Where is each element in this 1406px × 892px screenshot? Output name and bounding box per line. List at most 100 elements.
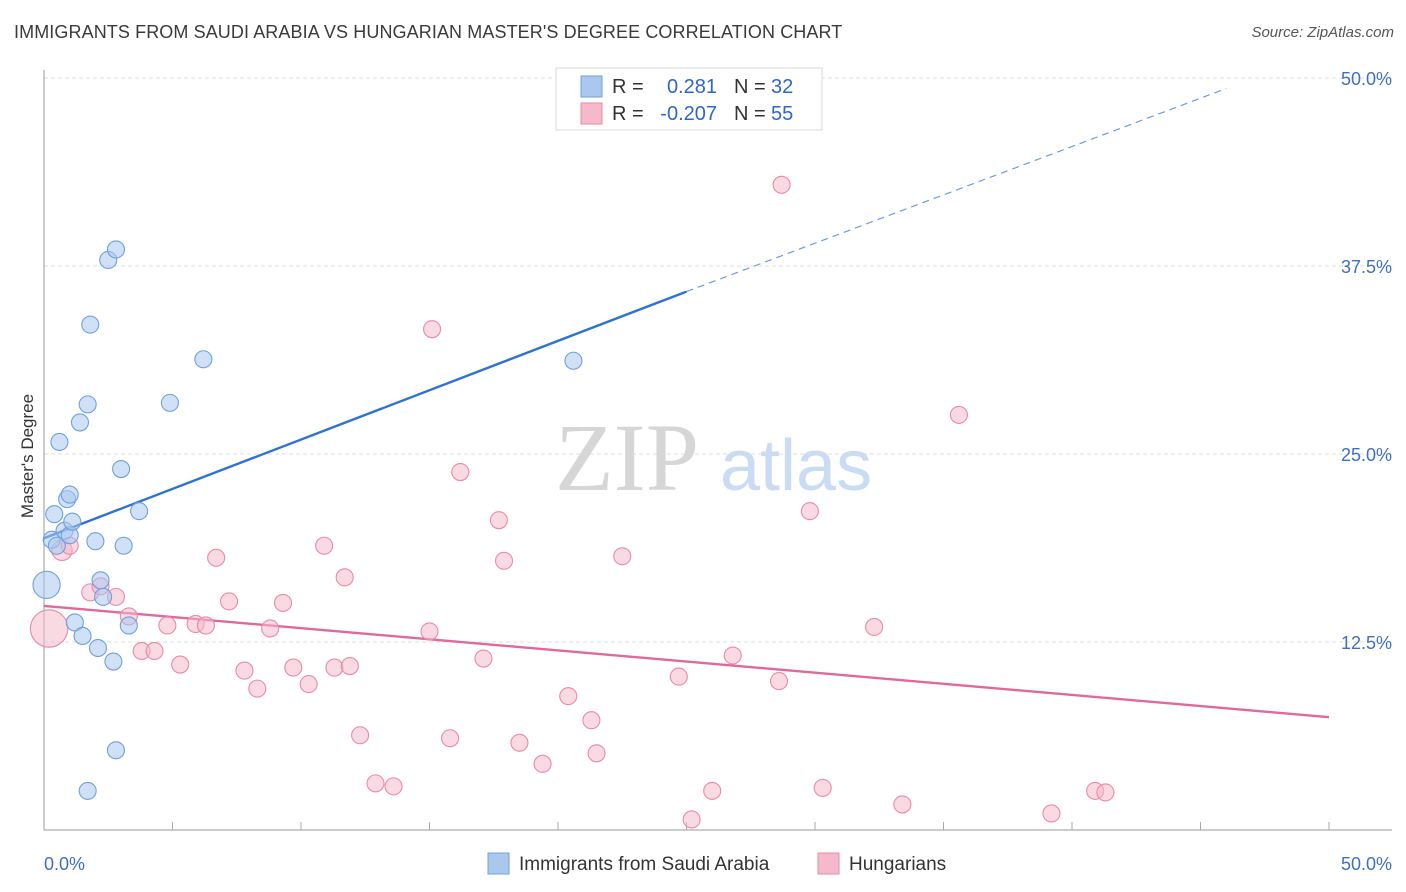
- point-saudi-arabia: [194, 350, 213, 369]
- point-hungarians: [315, 536, 334, 555]
- point-hungarians: [351, 726, 370, 745]
- point-saudi-arabia: [63, 512, 82, 531]
- y-tick-label: 37.5%: [1341, 257, 1392, 277]
- point-hungarians: [299, 675, 318, 694]
- chart-source: Source: ZipAtlas.com: [1251, 24, 1394, 41]
- legend-n-value-2: 55: [771, 103, 793, 125]
- point-saudi-arabia: [32, 570, 61, 599]
- legend-n-label-1: N =: [734, 76, 766, 98]
- point-saudi-arabia: [130, 502, 149, 521]
- y-tick-label: 50.0%: [1341, 69, 1392, 89]
- legend-n-label-2: N =: [734, 103, 766, 125]
- point-hungarians: [893, 795, 912, 814]
- point-hungarians: [384, 777, 403, 796]
- point-saudi-arabia: [104, 652, 123, 671]
- point-saudi-arabia: [112, 459, 131, 479]
- trend-line-hungarians: [43, 604, 1330, 719]
- point-hungarians: [772, 175, 791, 194]
- point-hungarians: [235, 661, 254, 680]
- point-saudi-arabia: [114, 536, 133, 555]
- point-hungarians: [335, 568, 354, 587]
- point-hungarians: [682, 810, 701, 829]
- point-saudi-arabia: [45, 505, 64, 524]
- legend-swatch-pink: [580, 102, 603, 125]
- point-saudi-arabia: [47, 536, 66, 555]
- point-hungarians: [158, 616, 177, 635]
- legend-r-value-1: 0.281: [667, 76, 717, 98]
- point-hungarians: [423, 320, 442, 339]
- point-hungarians: [533, 754, 552, 773]
- point-hungarians: [703, 781, 722, 800]
- trend-line-saudi-arabia-extension: [686, 87, 1227, 293]
- point-hungarians: [248, 679, 267, 698]
- y-tick-labels: 12.5% 25.0% 37.5% 50.0%: [1341, 69, 1392, 653]
- point-hungarians: [587, 744, 606, 763]
- legend-r-value-2: -0.207: [660, 103, 717, 125]
- watermark: ZIP atlas: [555, 404, 872, 511]
- x-ticks: [172, 822, 1330, 830]
- point-hungarians: [171, 655, 190, 674]
- point-hungarians: [284, 658, 303, 677]
- point-saudi-arabia: [78, 781, 97, 800]
- watermark-zip: ZIP: [555, 404, 699, 511]
- point-saudi-arabia: [119, 616, 138, 635]
- point-hungarians: [29, 609, 69, 648]
- point-hungarians: [441, 729, 460, 748]
- point-saudi-arabia: [81, 315, 100, 334]
- point-saudi-arabia: [88, 638, 108, 658]
- point-saudi-arabia: [70, 413, 90, 432]
- point-hungarians: [1096, 783, 1115, 802]
- data-points: [29, 175, 1115, 829]
- x-tick-label-min: 0.0%: [44, 854, 85, 874]
- point-hungarians: [769, 672, 789, 691]
- point-saudi-arabia: [78, 395, 97, 414]
- y-axis-title: Master's Degree: [18, 394, 37, 518]
- point-hungarians: [813, 778, 832, 797]
- legend-r-label-2: R =: [612, 103, 644, 125]
- point-hungarians: [494, 551, 514, 570]
- point-saudi-arabia: [60, 485, 79, 504]
- series-legend-swatch-pink: [817, 852, 840, 875]
- point-hungarians: [451, 462, 470, 482]
- point-saudi-arabia: [50, 432, 69, 452]
- point-hungarians: [1042, 804, 1061, 823]
- point-hungarians: [219, 592, 239, 611]
- y-tick-label: 25.0%: [1341, 445, 1392, 465]
- correlation-legend: R = 0.281 N = 32 R = -0.207 N = 55: [555, 67, 823, 131]
- point-saudi-arabia: [86, 532, 105, 551]
- watermark-atlas: atlas: [720, 426, 872, 506]
- y-tick-label: 12.5%: [1341, 633, 1392, 653]
- point-saudi-arabia: [160, 393, 179, 412]
- point-hungarians: [207, 548, 226, 567]
- chart-title: IMMIGRANTS FROM SAUDI ARABIA VS HUNGARIA…: [14, 22, 843, 42]
- series-legend: Immigrants from Saudi Arabia Hungarians: [487, 852, 946, 875]
- axes: [43, 70, 1392, 831]
- legend-swatch-blue: [580, 75, 603, 98]
- point-hungarians: [325, 658, 344, 677]
- point-saudi-arabia: [65, 613, 84, 632]
- point-hungarians: [261, 619, 280, 638]
- series-legend-swatch-blue: [487, 852, 510, 875]
- point-hungarians: [800, 502, 819, 521]
- point-hungarians: [582, 711, 601, 730]
- point-hungarians: [366, 774, 385, 793]
- point-hungarians: [489, 511, 508, 530]
- x-tick-label-max: 50.0%: [1341, 854, 1392, 874]
- point-hungarians: [510, 733, 529, 752]
- point-saudi-arabia: [91, 571, 110, 590]
- point-hungarians: [559, 687, 578, 706]
- legend-r-label-1: R =: [612, 76, 644, 98]
- point-hungarians: [865, 617, 884, 637]
- point-hungarians: [145, 641, 164, 661]
- point-saudi-arabia: [106, 240, 126, 259]
- grid-lines: [44, 77, 1392, 643]
- point-hungarians: [669, 667, 688, 686]
- point-saudi-arabia: [73, 626, 92, 646]
- point-saudi-arabia: [106, 741, 126, 760]
- series-legend-label-1: Immigrants from Saudi Arabia: [519, 854, 770, 875]
- point-hungarians: [613, 547, 632, 566]
- point-hungarians: [723, 646, 742, 665]
- legend-n-value-1: 32: [771, 76, 793, 98]
- point-hungarians: [474, 649, 493, 668]
